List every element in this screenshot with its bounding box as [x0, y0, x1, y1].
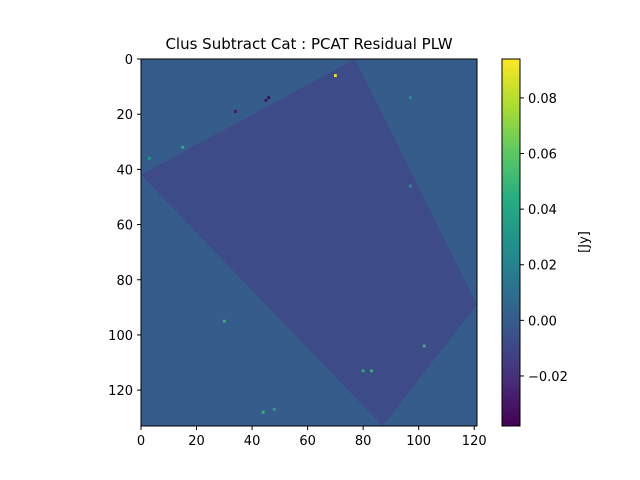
x-tick-label: 60	[299, 434, 316, 449]
plot-area	[141, 59, 477, 426]
colorbar-tick-label: −0.02	[528, 370, 568, 385]
colorbar: −0.02 0.00 0.02 0.04 0.06 0.08 [Jy]	[501, 58, 592, 427]
heatmap-pixel	[361, 369, 365, 373]
colorbar-tick-label: 0.02	[528, 259, 557, 274]
plot-frame	[140, 58, 478, 427]
colorbar-tick-label: 0.00	[528, 314, 557, 329]
x-tick-label: 80	[355, 434, 372, 449]
colorbar-label: [Jy]	[577, 231, 592, 253]
x-tick-label: 100	[406, 434, 431, 449]
y-tick-label: 120	[108, 384, 133, 399]
heatmap-pixel	[370, 369, 373, 373]
heatmap-pixel	[272, 408, 276, 411]
y-tick-label: 60	[116, 219, 133, 234]
y-tick-label: 40	[116, 163, 133, 178]
chart-title: Clus Subtract Cat : PCAT Residual PLW	[165, 35, 452, 53]
heatmap-pixel	[222, 319, 226, 323]
y-tick-label: 80	[116, 274, 133, 289]
heatmap-pixel	[408, 184, 412, 188]
x-tick-label: 40	[244, 434, 261, 449]
y-tick-label: 100	[108, 329, 133, 344]
notable-pixels	[147, 74, 426, 414]
heatmap-pixel	[147, 156, 151, 160]
colorbar-gradient	[501, 58, 521, 427]
x-tick-label: 0	[137, 434, 145, 449]
colorbar-tick-label: 0.08	[528, 92, 557, 107]
y-tick-label: 0	[125, 53, 133, 68]
heatmap-pixel	[181, 145, 185, 149]
heatmap-pixel	[333, 74, 337, 77]
data-region	[141, 59, 477, 426]
x-tick-label: 20	[188, 434, 205, 449]
y-tick-label: 20	[116, 108, 133, 123]
colorbar-tick-label: 0.06	[528, 148, 557, 163]
heatmap-pixel	[408, 96, 412, 100]
x-axis: 0 20 40 60 80 100 120	[137, 426, 487, 449]
x-tick-label: 120	[462, 434, 487, 449]
colorbar-ticks: −0.02 0.00 0.02 0.04 0.06 0.08	[520, 92, 568, 385]
colorbar-tick-label: 0.04	[528, 203, 557, 218]
heatmap-pixel	[264, 99, 268, 102]
heatmap-pixel	[234, 110, 237, 113]
y-axis: 0 20 40 60 80 100 120	[108, 53, 141, 399]
heatmap-pixel	[267, 96, 271, 100]
heatmap-pixel	[422, 344, 426, 348]
heatmap-pixel	[261, 410, 265, 414]
